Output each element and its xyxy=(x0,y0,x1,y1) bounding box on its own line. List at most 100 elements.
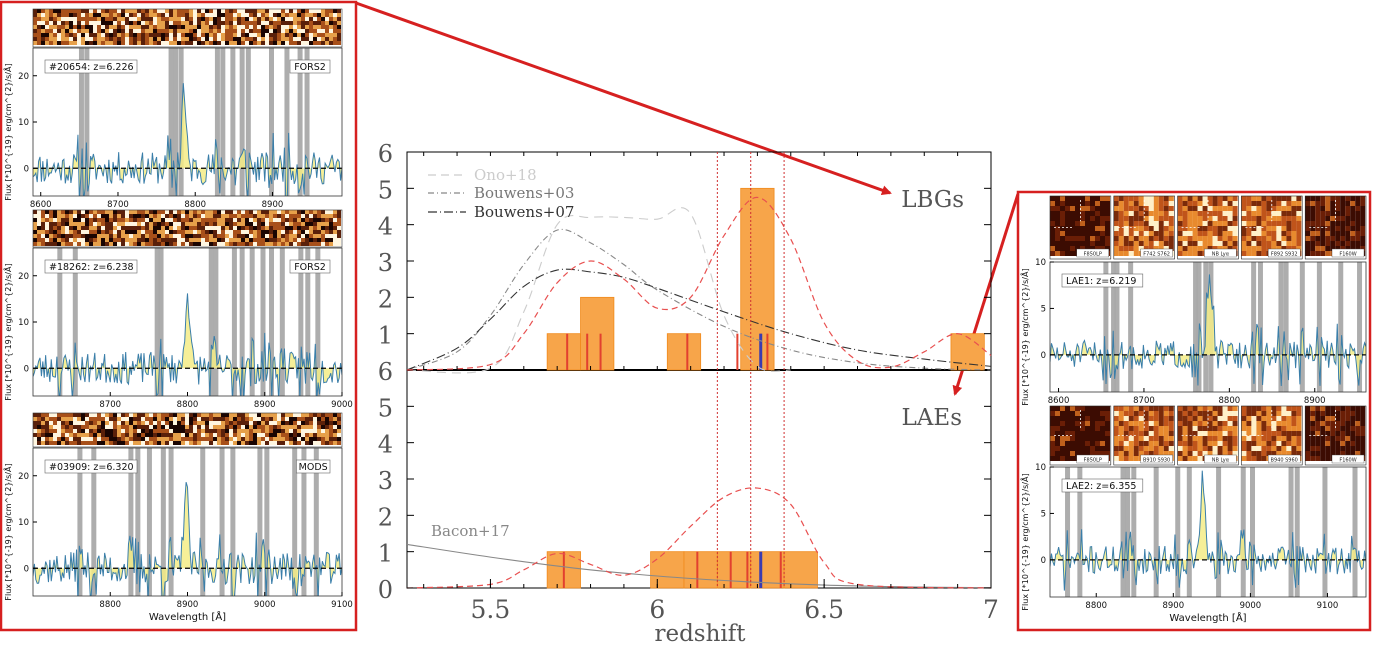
strip-pixel xyxy=(225,437,229,441)
spectrum-name: #03909: z=6.320 xyxy=(49,462,134,473)
stamp-pixel xyxy=(1192,451,1198,456)
strip-pixel xyxy=(145,230,149,234)
strip-pixel xyxy=(81,230,85,234)
strip-pixel xyxy=(197,29,201,33)
strip-pixel xyxy=(101,441,105,445)
strip-pixel xyxy=(257,37,261,41)
stamp-pixel xyxy=(1296,441,1302,446)
stamp-pixel xyxy=(1296,426,1302,431)
stamp-pixel xyxy=(1320,456,1326,461)
stamp-pixel xyxy=(1246,231,1252,236)
stamp-pixel xyxy=(1330,441,1336,446)
strip-pixel xyxy=(181,214,185,218)
strip-pixel xyxy=(245,29,249,33)
strip-pixel xyxy=(269,425,273,429)
strip-pixel xyxy=(137,41,141,45)
stamp-pixel xyxy=(1105,416,1110,421)
stamp-pixel xyxy=(1202,236,1208,241)
stamp-pixel xyxy=(1227,446,1233,451)
strip-pixel xyxy=(57,441,61,445)
stamp-pixel xyxy=(1276,216,1282,221)
stamp-pixel xyxy=(1232,426,1238,431)
strip-pixel xyxy=(41,242,45,246)
stamp-pixel xyxy=(1315,241,1321,246)
strip-pixel xyxy=(209,222,213,226)
strip-pixel xyxy=(125,222,129,226)
stamp-pixel xyxy=(1276,196,1282,201)
strip-pixel xyxy=(277,9,281,13)
stamp-pixel xyxy=(1246,221,1252,226)
stamp-pixel xyxy=(1158,246,1164,251)
stamp-pixel xyxy=(1163,211,1169,216)
strip-pixel xyxy=(61,37,65,41)
stamp-pixel xyxy=(1158,206,1164,211)
stamp-pixel xyxy=(1100,226,1105,231)
stamp-pixel xyxy=(1105,246,1110,251)
stamp-pixel xyxy=(1207,226,1213,231)
strip-pixel xyxy=(173,242,177,246)
stamp-pixel xyxy=(1360,201,1366,206)
strip-pixel xyxy=(69,9,73,13)
strip-pixel xyxy=(161,437,165,441)
strip-pixel xyxy=(213,33,217,37)
strip-pixel xyxy=(33,433,37,437)
strip-pixel xyxy=(253,417,257,421)
strip-pixel xyxy=(33,13,37,17)
strip-pixel xyxy=(101,37,105,41)
stamp-pixel xyxy=(1360,206,1366,211)
strip-pixel xyxy=(85,433,89,437)
lae-ytick-label-4: 4 xyxy=(378,431,393,459)
strip-pixel xyxy=(157,21,161,25)
stamp-pixel xyxy=(1296,206,1302,211)
strip-pixel xyxy=(129,210,133,214)
stamp-pixel xyxy=(1090,231,1095,236)
stamp-pixel xyxy=(1113,196,1119,201)
strip-pixel xyxy=(161,417,165,421)
stamp-pixel xyxy=(1246,236,1252,241)
stamp-pixel xyxy=(1168,196,1174,201)
stamp-pixel xyxy=(1100,411,1105,416)
strip-pixel xyxy=(149,226,153,230)
stamp-pixel xyxy=(1123,196,1129,201)
stamp-pixel xyxy=(1276,236,1282,241)
strip-pixel xyxy=(141,21,145,25)
stamp-pixel xyxy=(1128,206,1134,211)
strip-pixel xyxy=(89,230,93,234)
strip-pixel xyxy=(45,222,49,226)
stamp-pixel xyxy=(1217,246,1223,251)
strip-pixel xyxy=(145,13,149,17)
stamp-pixel xyxy=(1153,216,1159,221)
strip-pixel xyxy=(249,21,253,25)
strip-pixel xyxy=(85,210,89,214)
spectrum-line xyxy=(33,293,342,396)
strip-pixel xyxy=(69,437,73,441)
strip-pixel xyxy=(309,25,313,29)
strip-pixel xyxy=(305,218,309,222)
strip-pixel xyxy=(125,226,129,230)
stamp-pixel xyxy=(1105,411,1110,416)
strip-pixel xyxy=(221,13,225,17)
stamp-pixel xyxy=(1163,196,1169,201)
stamp-pixel xyxy=(1281,211,1287,216)
strip-pixel xyxy=(205,17,209,21)
strip-pixel xyxy=(121,17,125,21)
stamp-label: F160W xyxy=(1339,252,1356,258)
stamp-pixel xyxy=(1090,196,1095,201)
stamp-pixel xyxy=(1212,221,1218,226)
strip-pixel xyxy=(261,234,265,238)
strip-pixel xyxy=(237,214,241,218)
stamp-pixel xyxy=(1138,211,1144,216)
strip-pixel xyxy=(41,429,45,433)
strip-pixel xyxy=(301,21,305,25)
strip-pixel xyxy=(277,226,281,230)
strip-pixel xyxy=(277,425,281,429)
spectrum-ytick-label: 10 xyxy=(1035,463,1046,473)
strip-pixel xyxy=(165,433,169,437)
strip-pixel xyxy=(309,433,313,437)
strip-pixel xyxy=(249,421,253,425)
stamp-pixel xyxy=(1256,406,1262,411)
strip-pixel xyxy=(329,433,333,437)
spectrum-xtick-label: 8700 xyxy=(99,400,121,410)
stamp-pixel xyxy=(1148,231,1154,236)
